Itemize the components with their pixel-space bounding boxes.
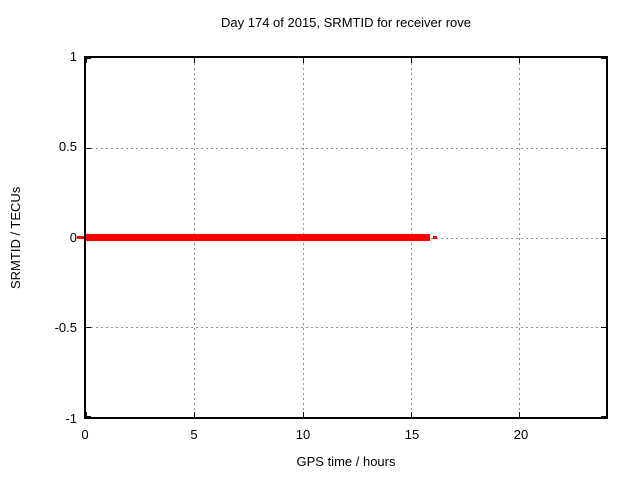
tick-mark [86,416,91,417]
tick-mark [86,58,87,63]
tick-mark [519,58,521,63]
gridline-horizontal-0p5 [86,147,606,149]
y-tick-label: 1 [69,49,77,64]
x-tick-label: 15 [404,427,420,442]
data-series-line [86,234,430,241]
y-tick-label: 0 [69,230,77,245]
x-tick-label: 20 [513,427,529,442]
tick-mark [194,58,196,63]
tick-mark [601,327,606,329]
x-tick-label: 0 [81,427,89,442]
data-series-edge-dash [77,236,84,239]
tick-mark [519,412,521,417]
tick-mark [601,416,606,417]
tick-mark [411,412,412,417]
x-tick-label: 10 [295,427,311,442]
tick-mark [194,412,196,417]
tick-mark [86,58,91,59]
tick-mark [601,58,606,59]
tick-mark [411,58,412,63]
y-tick-label: -0.5 [54,320,77,335]
y-tick-label: 0.5 [58,139,77,154]
tick-mark [302,58,304,63]
x-tick-label: 5 [190,427,198,442]
tick-mark [302,412,304,417]
data-series-end-dash [432,236,437,239]
tick-mark [601,237,606,239]
tick-mark [601,147,606,149]
x-axis-label: GPS time / hours [296,454,396,469]
tick-mark [86,327,91,329]
y-tick-label: -1 [65,411,77,426]
chart-title: Day 174 of 2015, SRMTID for receiver rov… [221,15,471,30]
tick-mark [86,147,91,149]
tick-mark [86,412,87,417]
plot-area [77,56,608,419]
gridline-horizontal-neg0p5 [86,327,606,329]
